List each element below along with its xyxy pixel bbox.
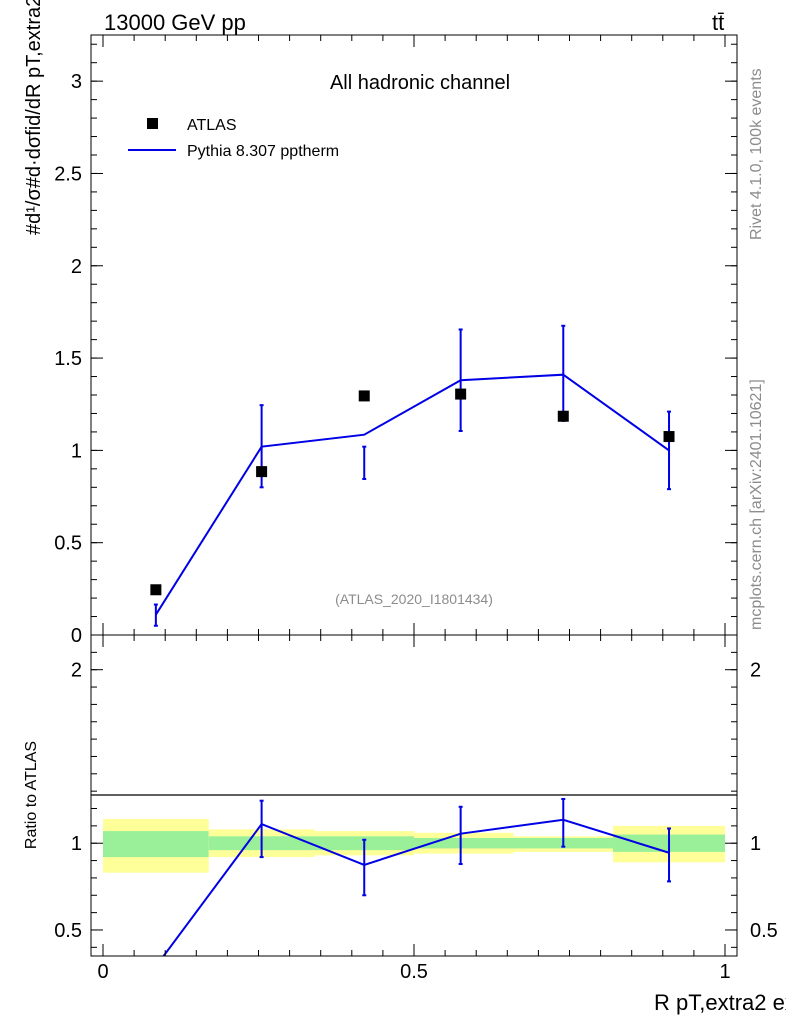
y-tick-label: 0 bbox=[71, 625, 82, 647]
main-ylabel-text: #d¹/σ#d·dσfid/dR pT,extra2 extra1 bbox=[23, 0, 45, 235]
ratio-y-tick-label-right: 2 bbox=[750, 660, 761, 682]
chart-title: All hadronic channel bbox=[330, 72, 510, 94]
ratio-ylabel: Ratio to ATLAS bbox=[23, 741, 40, 849]
rivet-label: Rivet 4.1.0, 100k events bbox=[748, 68, 765, 240]
atlas-data-point bbox=[663, 431, 675, 443]
ratio-y-tick-label-right: 0.5 bbox=[750, 920, 778, 942]
x-tick-label: 0 bbox=[97, 961, 108, 983]
ratio-panel: 0.5 0.5 1 1 2 2 0 0.5 1 Ratio to ATLAS bbox=[23, 634, 778, 983]
ratio-band-green bbox=[103, 831, 209, 858]
analysis-tag: (ATLAS_2020_I1801434) bbox=[335, 591, 493, 607]
atlas-data-point bbox=[150, 584, 162, 596]
ratio-band-green bbox=[414, 838, 514, 849]
ratio-y-tick-label: 1 bbox=[71, 833, 82, 855]
y-tick-label: 1 bbox=[71, 440, 82, 462]
energy-label: 13000 GeV pp bbox=[104, 10, 246, 35]
y-tick-label: 2 bbox=[71, 256, 82, 278]
y-tick-label: 2.5 bbox=[54, 163, 82, 185]
atlas-data-point bbox=[256, 466, 268, 478]
ratio-y-tick-label-right: 1 bbox=[750, 833, 761, 855]
legend-label-pythia: Pythia 8.307 pptherm bbox=[187, 143, 339, 160]
legend-marker-atlas bbox=[147, 118, 158, 129]
y-tick-label: 0.5 bbox=[54, 533, 82, 555]
x-axis-label: R pT,extra2 extra1 bbox=[654, 990, 786, 1015]
main-marks bbox=[150, 324, 675, 627]
ratio-bands bbox=[103, 818, 725, 873]
x-tick-label: 1 bbox=[719, 961, 730, 983]
main-panel: 0 0.5 1 1.5 2 2.5 3 All hadronic channel (ATLA… bbox=[23, 0, 738, 647]
main-ticks: 0 0.5 1 1.5 2 2.5 3 bbox=[54, 35, 737, 647]
ratio-marks bbox=[162, 797, 672, 956]
ratio-y-tick-label: 2 bbox=[71, 660, 82, 682]
atlas-data-point bbox=[358, 390, 370, 402]
legend: ATLAS Pythia 8.307 pptherm bbox=[128, 117, 339, 160]
x-tick-label: 0.5 bbox=[400, 961, 428, 983]
main-ylabel: #d¹/σ#d·dσfid/dR pT,extra2 extra1 bbox=[23, 0, 45, 235]
mcplots-label: mcplots.cern.ch [arXiv:2401.10621] bbox=[748, 379, 765, 630]
atlas-data-point bbox=[557, 410, 569, 422]
atlas-data-point bbox=[455, 388, 467, 400]
process-label: tt̄ bbox=[712, 10, 724, 35]
ratio-line bbox=[162, 818, 670, 956]
y-tick-label: 1.5 bbox=[54, 348, 82, 370]
ratio-y-tick-label: 0.5 bbox=[54, 920, 82, 942]
legend-label-atlas: ATLAS bbox=[187, 117, 237, 134]
ratio-ticks: 0.5 0.5 1 1 2 2 0 0.5 1 bbox=[54, 634, 778, 983]
pythia-line bbox=[155, 373, 670, 616]
y-tick-label: 3 bbox=[71, 71, 82, 93]
